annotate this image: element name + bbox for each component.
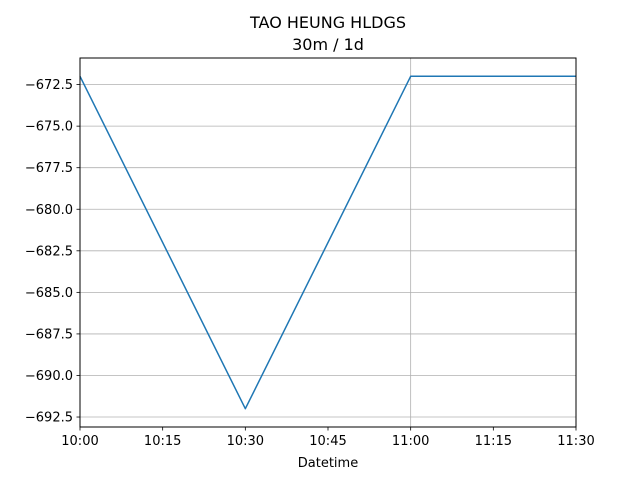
x-axis-label: Datetime	[298, 456, 358, 471]
y-tick-label: −685.0	[25, 286, 73, 301]
y-tick-label: −687.5	[25, 327, 73, 342]
x-tick-label: 11:00	[392, 434, 429, 449]
x-tick-label: 10:00	[61, 434, 98, 449]
x-tick-label: 11:30	[557, 434, 594, 449]
series-group	[79, 75, 576, 410]
y-tick-label: −677.5	[25, 161, 73, 176]
x-tick-label: 10:30	[227, 434, 264, 449]
y-tick-label: −675.0	[25, 120, 73, 135]
x-tick-label: 10:45	[309, 434, 346, 449]
chart-subtitle: 30m / 1d	[292, 35, 364, 54]
y-tick-label: −682.5	[25, 244, 73, 259]
y-tick-label: −672.5	[25, 78, 73, 93]
series-line	[79, 75, 576, 410]
x-axis: 10:00 10:15 10:30 10:45 11:00 11:15 11:30	[61, 427, 595, 449]
x-tick-label: 11:15	[475, 434, 512, 449]
y-tick-label: −690.0	[25, 369, 73, 384]
y-tick-label: −692.5	[25, 411, 73, 426]
y-tick-label: −680.0	[25, 203, 73, 218]
y-axis: −672.5 −675.0 −677.5 −680.0 −682.5 −685.0 −687…	[25, 78, 80, 426]
grid	[80, 58, 576, 427]
chart-title: TAO HEUNG HLDGS	[249, 13, 406, 32]
x-tick-label: 10:15	[144, 434, 181, 449]
